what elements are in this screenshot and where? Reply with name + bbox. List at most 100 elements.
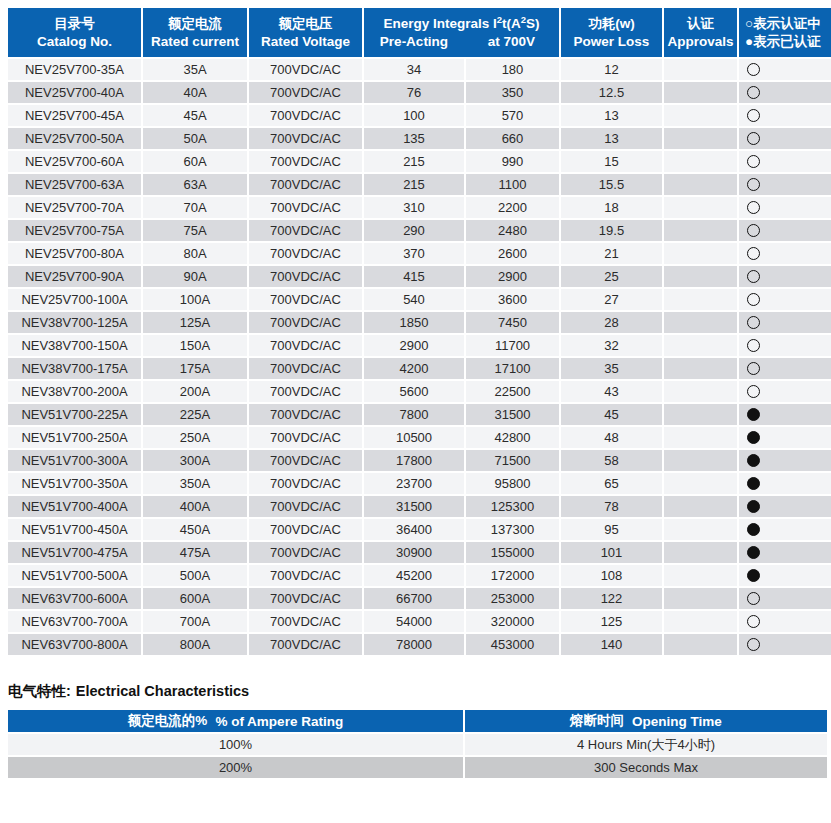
pre-acting-cell: 45200 <box>364 565 464 586</box>
catalog-cell: NEV25V700-45A <box>8 105 141 126</box>
at-700v-cell: 570 <box>466 105 559 126</box>
catalog-cell: NEV51V700-450A <box>8 519 141 540</box>
pre-acting-cell: 135 <box>364 128 464 149</box>
rated-current-cell: 250A <box>143 427 247 448</box>
approvals-cell <box>664 289 737 310</box>
power-loss-cell: 18 <box>561 197 662 218</box>
rated-voltage-cell: 700VDC/AC <box>249 404 362 425</box>
header-catalog: 目录号 Catalog No. <box>8 8 141 57</box>
header-power-loss: 功耗(w) Power Loss <box>561 8 662 57</box>
approvals-cell <box>664 335 737 356</box>
power-loss-cell: 95 <box>561 519 662 540</box>
pre-acting-cell: 215 <box>364 174 464 195</box>
rated-current-cell: 50A <box>143 128 247 149</box>
pre-acting-cell: 290 <box>364 220 464 241</box>
power-loss-cell: 45 <box>561 404 662 425</box>
rated-voltage-cell: 700VDC/AC <box>249 243 362 264</box>
power-loss-cell: 101 <box>561 542 662 563</box>
status-cell <box>739 243 831 264</box>
at-700v-cell: 155000 <box>466 542 559 563</box>
rated-voltage-cell: 700VDC/AC <box>249 519 362 540</box>
status-cell <box>739 404 831 425</box>
at-700v-cell: 95800 <box>466 473 559 494</box>
header-ampere-rating-zh: 额定电流的% <box>128 712 208 730</box>
at-700v-cell: 253000 <box>466 588 559 609</box>
power-loss-cell: 43 <box>561 381 662 402</box>
pre-acting-cell: 78000 <box>364 634 464 655</box>
at-700v-cell: 125300 <box>466 496 559 517</box>
pre-acting-cell: 66700 <box>364 588 464 609</box>
pending-dot-icon <box>747 201 760 214</box>
catalog-cell: NEV63V700-800A <box>8 634 141 655</box>
status-cell <box>739 82 831 103</box>
pending-dot-icon <box>747 155 760 168</box>
header-power-loss-zh: 功耗(w) <box>588 17 635 31</box>
at-700v-cell: 2900 <box>466 266 559 287</box>
catalog-cell: NEV25V700-75A <box>8 220 141 241</box>
power-loss-cell: 140 <box>561 634 662 655</box>
pending-dot-icon <box>747 270 760 283</box>
rated-voltage-cell: 700VDC/AC <box>249 105 362 126</box>
catalog-cell: NEV25V700-80A <box>8 243 141 264</box>
pre-acting-cell: 36400 <box>364 519 464 540</box>
rated-current-cell: 100A <box>143 289 247 310</box>
rated-voltage-cell: 700VDC/AC <box>249 358 362 379</box>
pending-dot-icon <box>747 316 760 329</box>
rated-current-cell: 200A <box>143 381 247 402</box>
elec-table-body: 100% 4 Hours Min(大于4小时) 200% 300 Seconds… <box>8 734 827 778</box>
approvals-cell <box>664 496 737 517</box>
approvals-cell <box>664 220 737 241</box>
status-cell <box>739 197 831 218</box>
pending-dot-icon <box>747 109 760 122</box>
pending-dot-icon <box>747 178 760 191</box>
certified-dot-icon <box>747 408 760 421</box>
rated-voltage-cell: 700VDC/AC <box>249 588 362 609</box>
rated-current-cell: 225A <box>143 404 247 425</box>
header-approvals-zh: 认证 <box>687 17 714 31</box>
elec-table-header: 额定电流的% % of Ampere Rating 熔断时间 Opening T… <box>8 710 827 732</box>
rated-current-cell: 300A <box>143 450 247 471</box>
rated-voltage-cell: 700VDC/AC <box>249 197 362 218</box>
catalog-cell: NEV25V700-63A <box>8 174 141 195</box>
approvals-cell <box>664 427 737 448</box>
catalog-cell: NEV51V700-500A <box>8 565 141 586</box>
rated-current-cell: 800A <box>143 634 247 655</box>
header-rated-voltage-en: Rated Voltage <box>261 35 350 49</box>
at-700v-cell: 7450 <box>466 312 559 333</box>
power-loss-cell: 21 <box>561 243 662 264</box>
at-700v-cell: 180 <box>466 59 559 80</box>
at-700v-cell: 22500 <box>466 381 559 402</box>
rated-voltage-cell: 700VDC/AC <box>249 82 362 103</box>
at-700v-cell: 2200 <box>466 197 559 218</box>
pre-acting-cell: 17800 <box>364 450 464 471</box>
catalog-cell: NEV25V700-70A <box>8 197 141 218</box>
catalog-cell: NEV51V700-400A <box>8 496 141 517</box>
pre-acting-cell: 215 <box>364 151 464 172</box>
rated-current-cell: 175A <box>143 358 247 379</box>
header-energy-integrals: Energy Integrals I2t(A2S) Pre-Acting at … <box>364 8 559 57</box>
main-table-body: NEV25V700-35A 35A 700VDC/AC 34 180 12 NE… <box>8 59 831 655</box>
at-700v-cell: 42800 <box>466 427 559 448</box>
status-cell <box>739 611 831 632</box>
pending-dot-icon <box>747 615 760 628</box>
header-rated-current: 额定电流 Rated current <box>143 8 247 57</box>
rated-voltage-cell: 700VDC/AC <box>249 266 362 287</box>
rated-current-cell: 70A <box>143 197 247 218</box>
header-energy-title: Energy Integrals I2t(A2S) <box>383 17 539 31</box>
rated-current-cell: 75A <box>143 220 247 241</box>
power-loss-cell: 12 <box>561 59 662 80</box>
certified-dot-icon <box>747 523 760 536</box>
section-title-zh: 电气特性: <box>8 683 71 699</box>
rated-current-cell: 63A <box>143 174 247 195</box>
power-loss-cell: 78 <box>561 496 662 517</box>
pre-acting-cell: 100 <box>364 105 464 126</box>
header-approvals: 认证 Approvals <box>664 8 737 57</box>
rated-voltage-cell: 700VDC/AC <box>249 312 362 333</box>
status-cell <box>739 588 831 609</box>
pending-dot-icon <box>747 132 760 145</box>
pending-dot-icon <box>747 224 760 237</box>
rated-voltage-cell: 700VDC/AC <box>249 220 362 241</box>
at-700v-cell: 320000 <box>466 611 559 632</box>
pending-dot-icon <box>747 362 760 375</box>
pre-acting-cell: 415 <box>364 266 464 287</box>
